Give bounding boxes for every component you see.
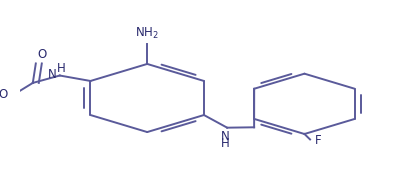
Text: NH$_2$: NH$_2$ [135,25,159,41]
Text: N: N [48,68,57,81]
Text: N: N [221,130,230,143]
Text: O: O [0,87,8,101]
Text: H: H [221,137,230,150]
Text: F: F [314,134,321,147]
Text: H: H [57,62,66,75]
Text: O: O [37,48,47,61]
